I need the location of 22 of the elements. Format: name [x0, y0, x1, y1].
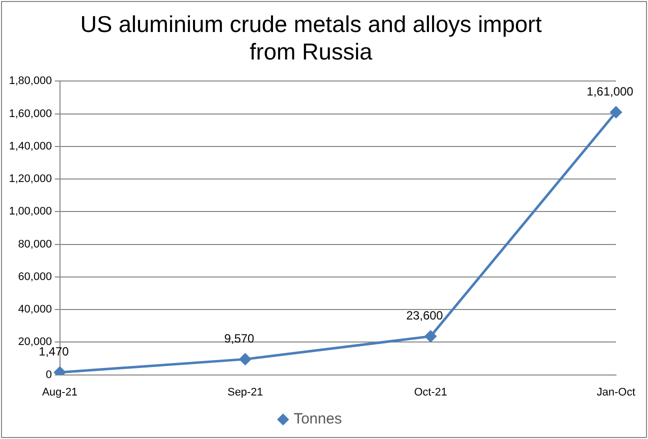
y-tick-label: 60,000: [18, 270, 52, 283]
point: [424, 330, 436, 342]
y-tick-label: 1,40,000: [8, 140, 52, 152]
x-tick-label: Aug-21: [42, 386, 78, 398]
point: [610, 106, 622, 118]
data-label: 23,600: [406, 308, 444, 323]
y-tick-label: 40,000: [18, 304, 52, 316]
y-tick-label: 1,00,000: [8, 206, 52, 218]
y-tick-label: 0: [46, 368, 52, 381]
legend-label: Tonnes: [294, 410, 342, 428]
point: [54, 366, 66, 375]
x-tick-label: Oct-21: [414, 386, 448, 398]
chart-title: US aluminium crude metals and alloys import from Russia: [80, 11, 542, 65]
y-tick-label: 1,20,000: [8, 173, 52, 186]
data-label: 9,570: [224, 332, 255, 346]
y-tick-label: 80,000: [18, 238, 52, 250]
x-tick-label: Jan-Oct: [596, 386, 636, 398]
data-label: 1,61,000: [586, 84, 634, 99]
y-tick-label: 1,80,000: [8, 75, 52, 88]
point: [239, 353, 251, 365]
y-tick-label: 1,60,000: [8, 108, 52, 120]
x-tick-label: Sep-21: [227, 386, 263, 398]
